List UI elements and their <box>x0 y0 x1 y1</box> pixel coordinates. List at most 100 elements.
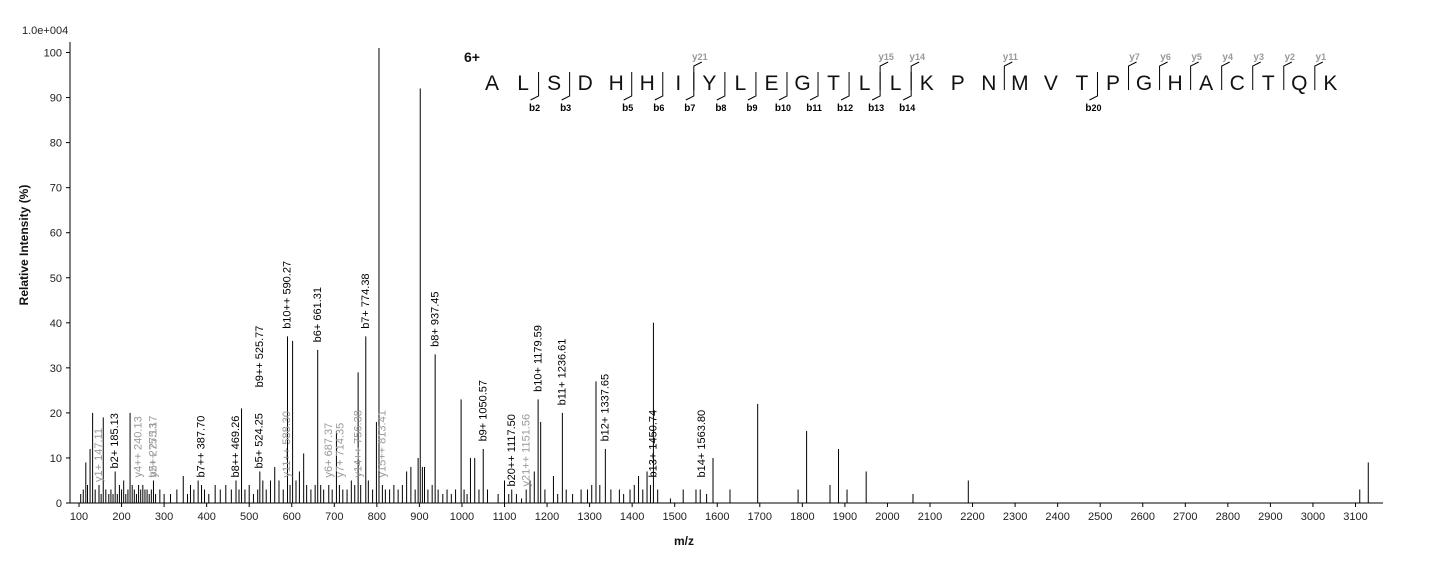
y-tick-label: 30 <box>50 363 62 375</box>
x-axis-title: m/z <box>674 534 694 548</box>
x-tick-label: 2000 <box>875 511 899 523</box>
peak-label: y14++ 756.38 <box>352 410 364 477</box>
residue: P <box>951 72 965 95</box>
residue: G <box>794 72 810 95</box>
residue: P <box>1106 72 1120 95</box>
x-tick-label: 2500 <box>1088 511 1112 523</box>
b-ion-label: b10 <box>775 103 791 114</box>
b-ion-bracket <box>1089 72 1098 101</box>
x-tick-label: 1400 <box>620 511 644 523</box>
y-ion-bracket <box>1003 61 1013 90</box>
peak-label: b20++ 1117.50 <box>506 414 518 486</box>
b-ion-bracket <box>654 72 664 101</box>
residue: L <box>735 72 747 95</box>
y-ion-label: y21 <box>692 52 708 63</box>
residue: Q <box>1291 72 1307 95</box>
b-ion-bracket <box>778 72 788 101</box>
x-tick-label: 2100 <box>918 511 942 523</box>
x-tick-label: 1800 <box>790 511 814 523</box>
peak-label: b7++ 387.70 <box>195 416 207 478</box>
peak-label: y15++ 813.41 <box>377 410 389 477</box>
y-tick-label: 100 <box>44 48 62 60</box>
y-tick-label: 80 <box>50 138 62 150</box>
residue: Y <box>702 72 716 95</box>
residue: S <box>547 72 561 95</box>
x-tick-label: 1900 <box>833 511 857 523</box>
b-ion-label: b3 <box>560 103 571 114</box>
peak-label: b8+ 937.45 <box>429 291 441 346</box>
y-ion-bracket <box>693 61 703 90</box>
b-ion-label: b11 <box>806 103 822 114</box>
y-ion-bracket <box>879 61 889 90</box>
peak-label: y4++ 240.13 <box>133 416 145 477</box>
peptide-sequence: 6+A L S D H H I Y L E G T L L K P N M V T P G H A C T Q Kb2 b3 b5 b6 b7… <box>464 49 1337 114</box>
residue: I <box>675 72 681 95</box>
x-tick-label: 2600 <box>1131 511 1155 523</box>
b-ion-bracket <box>685 72 695 101</box>
peak-label: y2+ 275.13 <box>148 423 160 478</box>
x-tick-label: 3100 <box>1343 511 1367 523</box>
x-tick-label: 1600 <box>705 511 729 523</box>
residue: K <box>920 72 934 95</box>
y-tick-label: 20 <box>50 408 62 420</box>
y-ion-label: y6 <box>1160 52 1171 63</box>
peak-label: b9++ 525.77 <box>254 326 266 388</box>
residue: K <box>1323 72 1337 95</box>
peak-label: b10+ 1179.59 <box>532 325 544 392</box>
residue: A <box>485 72 499 95</box>
x-tick-label: 500 <box>240 511 258 523</box>
peak-label: y1+ 147.11 <box>93 428 105 482</box>
x-tick-label: 2900 <box>1258 511 1282 523</box>
b-ion-label: b20 <box>1085 103 1101 114</box>
residue: T <box>1262 72 1275 95</box>
y-tick-label: 50 <box>50 273 62 285</box>
x-tick-label: 3000 <box>1301 511 1325 523</box>
x-tick-label: 700 <box>325 511 343 523</box>
y-ion-bracket <box>1314 61 1324 90</box>
residue: A <box>1199 72 1213 95</box>
b-ion-bracket <box>716 72 726 101</box>
y-ion-bracket <box>1159 61 1168 90</box>
peak-label: b12+ 1337.65 <box>600 374 612 442</box>
x-tick-label: 900 <box>410 511 428 523</box>
b-ion-bracket <box>902 72 912 101</box>
b-ion-label: b6 <box>653 103 664 114</box>
x-tick-label: 1300 <box>577 511 601 523</box>
x-tick-label: 200 <box>112 511 130 523</box>
peak-label: b2+ 185.13 <box>109 413 121 468</box>
peak-label: b9+ 1050.57 <box>477 380 489 441</box>
x-tick-label: 2200 <box>960 511 984 523</box>
residue: H <box>640 72 655 95</box>
y-ion-bracket <box>1190 61 1199 90</box>
y-ion-label: y5 <box>1191 52 1202 63</box>
b-ion-label: b14 <box>899 103 915 114</box>
x-tick-label: 300 <box>155 511 173 523</box>
x-tick-label: 2700 <box>1173 511 1197 523</box>
peak-label: b10++ 590.27 <box>282 261 294 329</box>
b-ion-bracket <box>623 72 633 101</box>
y-tick-label: 0 <box>56 498 62 510</box>
b-ion-bracket <box>530 72 540 101</box>
x-tick-label: 100 <box>70 511 88 523</box>
x-tick-label: 1200 <box>535 511 559 523</box>
x-tick-label: 2800 <box>1216 511 1240 523</box>
peak-label: y21++ 1151.56 <box>520 414 532 487</box>
axes: 0 10 20 30 40 50 60 70 80 90 100 100 200 300 400 500 600… <box>44 42 1383 523</box>
x-tick-label: 400 <box>197 511 215 523</box>
residue: L <box>890 72 902 95</box>
b-ion-bracket <box>809 72 819 101</box>
y-ion-label: y1 <box>1316 52 1327 63</box>
residue: H <box>609 72 624 95</box>
residue: T <box>827 72 840 95</box>
peak-label: b5+ 524.25 <box>254 413 266 468</box>
peak-label: b5++ 275.17 <box>148 416 160 478</box>
y-ion-bracket <box>1221 61 1230 90</box>
x-tick-label: 1100 <box>493 511 517 523</box>
b-ion-bracket <box>871 72 881 101</box>
peak-label: b11+ 1236.61 <box>557 339 569 406</box>
y-ion-label: y11 <box>1003 52 1018 63</box>
peaks-layer <box>80 48 1369 503</box>
residue: D <box>578 72 593 95</box>
b-ion-label: b7 <box>684 103 695 114</box>
b-ion-label: b13 <box>868 103 884 114</box>
